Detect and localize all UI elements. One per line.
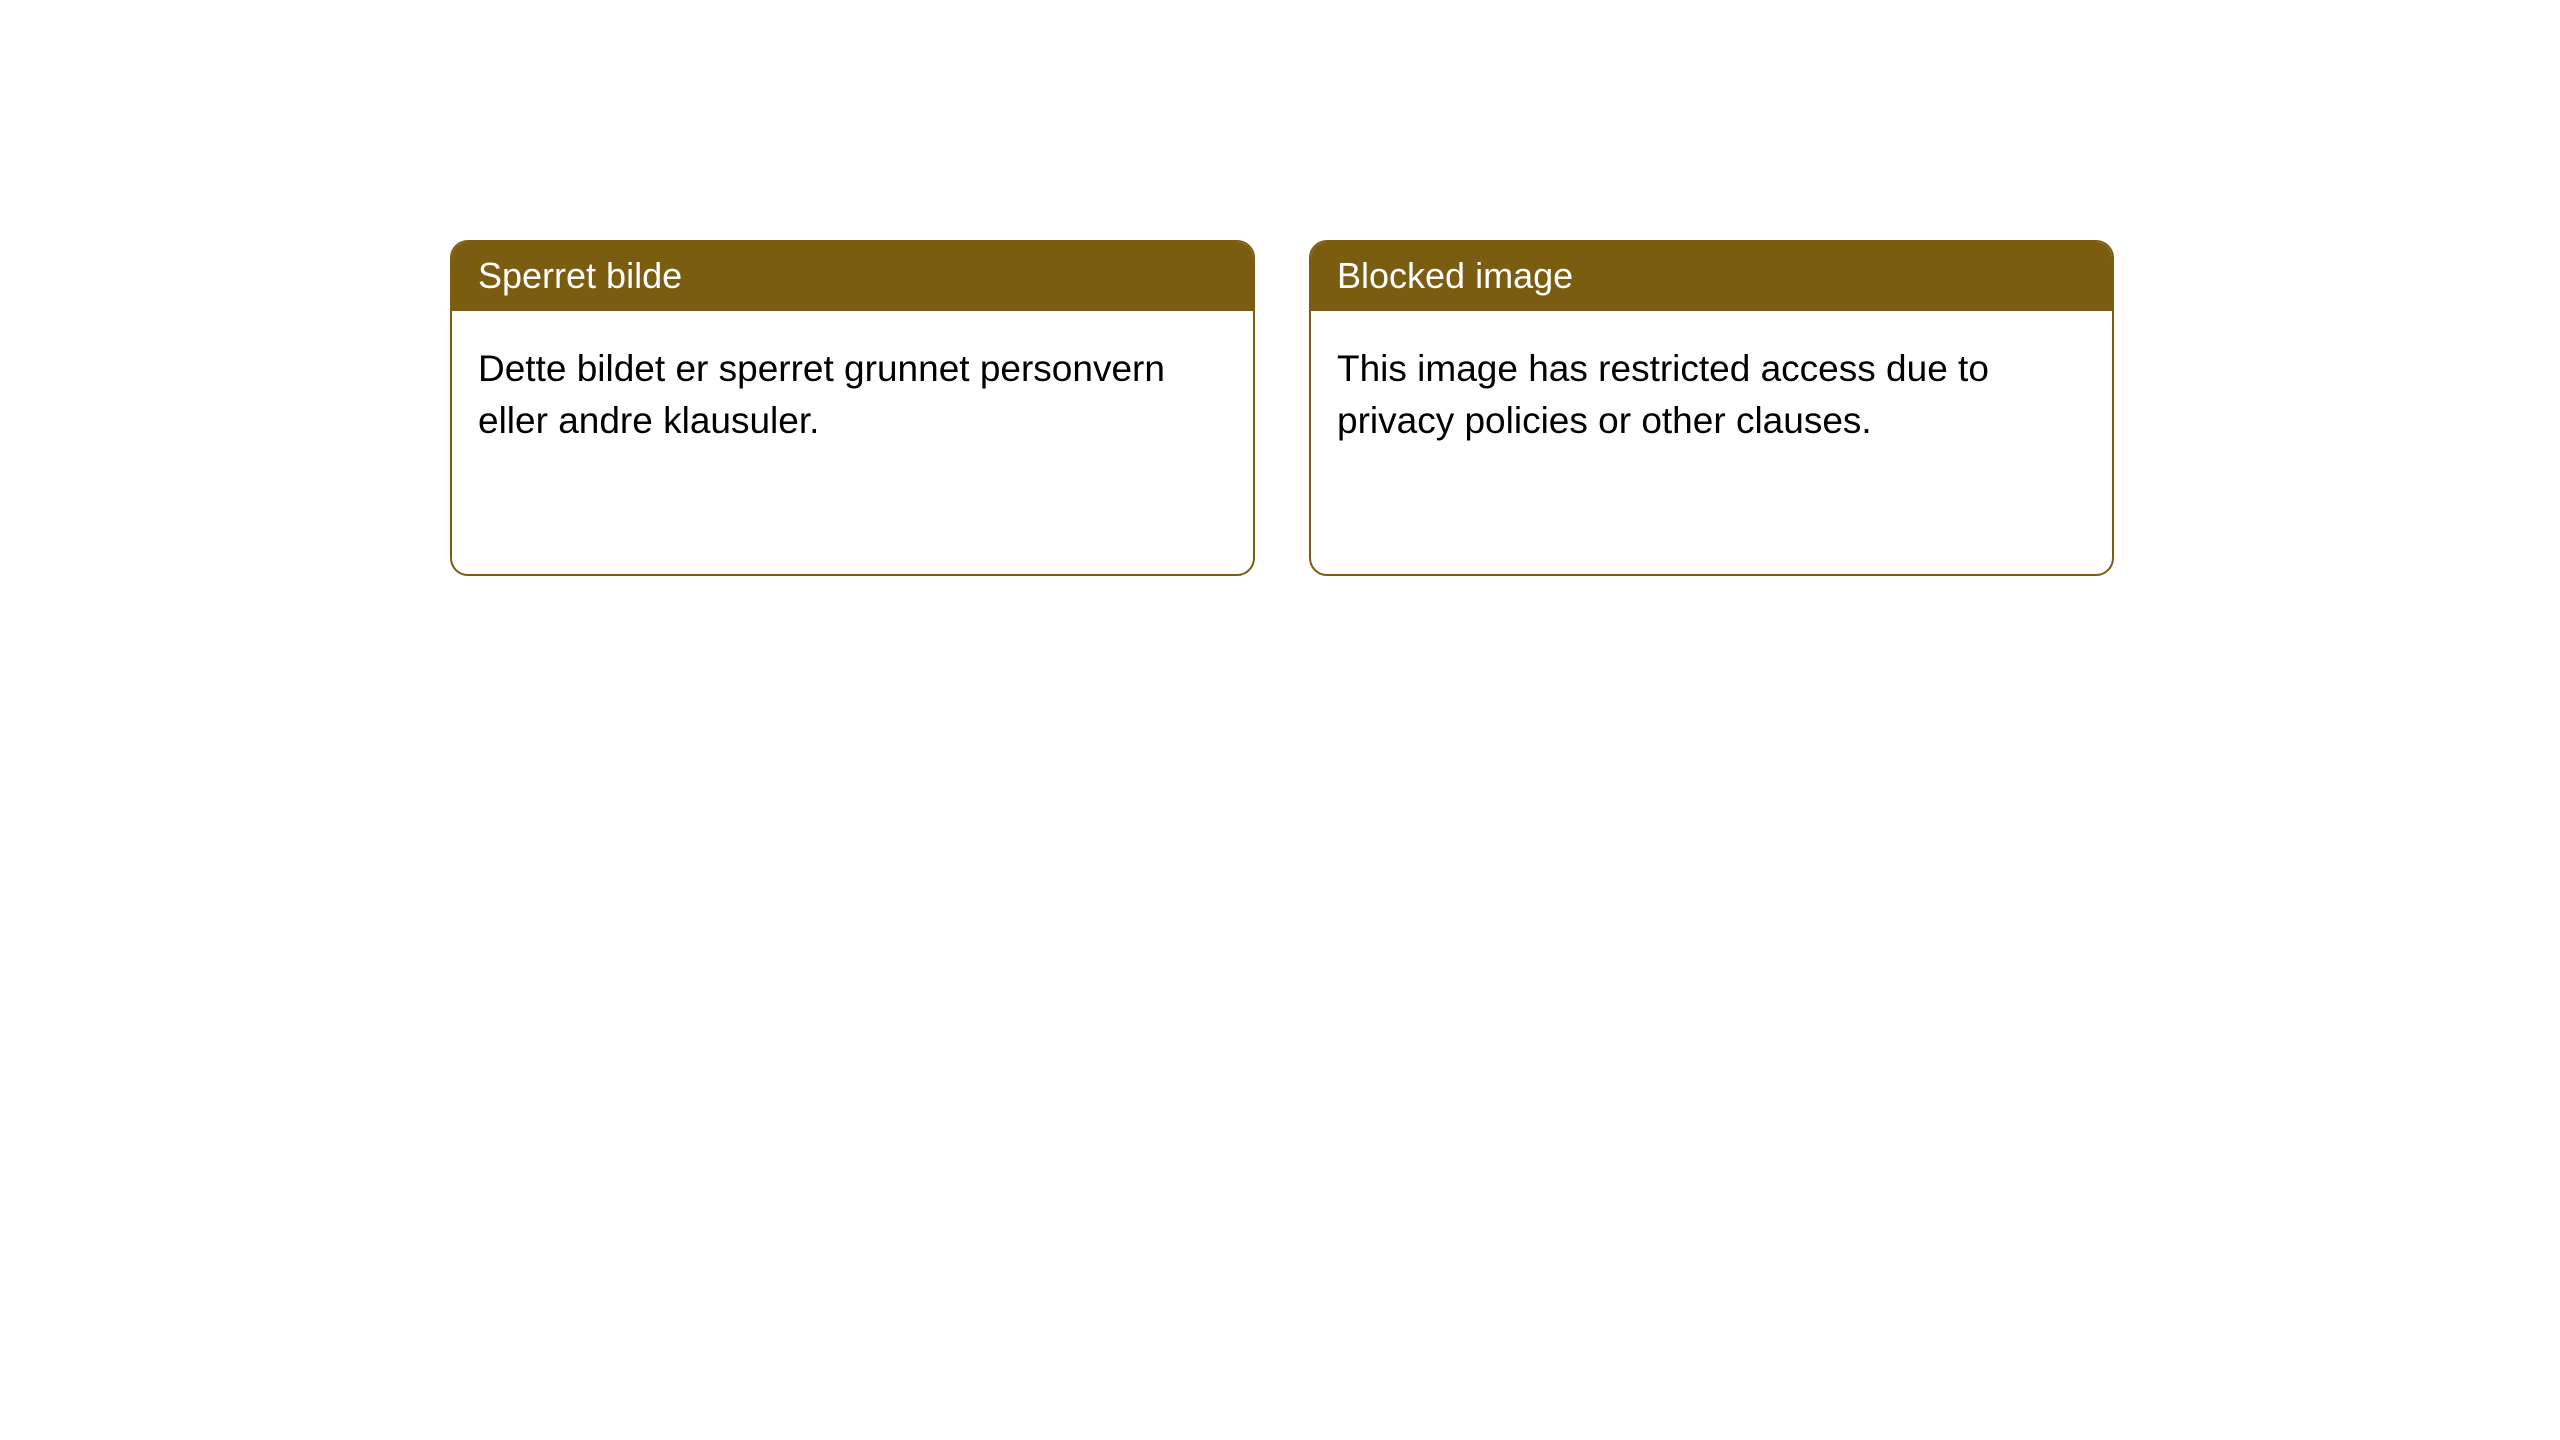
- card-body-english: This image has restricted access due to …: [1311, 311, 2112, 479]
- card-header-norwegian: Sperret bilde: [452, 242, 1253, 311]
- notice-container: Sperret bilde Dette bildet er sperret gr…: [0, 0, 2560, 576]
- card-body-norwegian: Dette bildet er sperret grunnet personve…: [452, 311, 1253, 479]
- card-header-english: Blocked image: [1311, 242, 2112, 311]
- notice-card-english: Blocked image This image has restricted …: [1309, 240, 2114, 576]
- notice-card-norwegian: Sperret bilde Dette bildet er sperret gr…: [450, 240, 1255, 576]
